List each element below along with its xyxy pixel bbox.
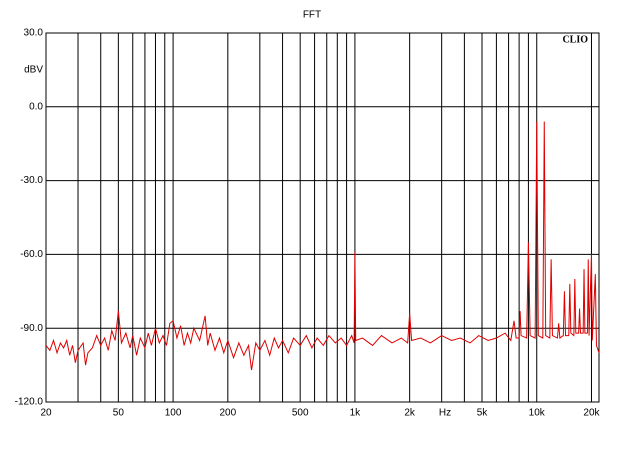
fft-trace [45, 121, 600, 371]
x-tick-label: 20 [40, 408, 52, 419]
x-tick-label: 500 [292, 408, 309, 419]
chart-title: FFT [303, 10, 321, 21]
x-tick-label: 20k [583, 408, 600, 419]
y-tick-label: -30.0 [20, 175, 43, 186]
plot-frame [45, 32, 600, 403]
x-tick-label: 10k [529, 408, 546, 419]
x-tick-label: 5k [477, 408, 489, 419]
y-tick-label: -60.0 [20, 249, 43, 260]
y-tick-label: 30.0 [24, 28, 44, 39]
x-tick-label: 2k [404, 408, 416, 419]
x-tick-label: 1k [350, 408, 362, 419]
y-tick-label: -120.0 [15, 397, 44, 408]
watermark: CLIO [562, 34, 588, 45]
x-axis-label: Hz [439, 408, 451, 419]
x-tick-label: 50 [113, 408, 125, 419]
y-axis-label: dBV [24, 65, 43, 76]
y-tick-label: -90.0 [20, 323, 43, 334]
y-tick-label: 0.0 [29, 101, 43, 112]
x-tick-label: 200 [219, 408, 236, 419]
x-tick-label: 100 [165, 408, 182, 419]
